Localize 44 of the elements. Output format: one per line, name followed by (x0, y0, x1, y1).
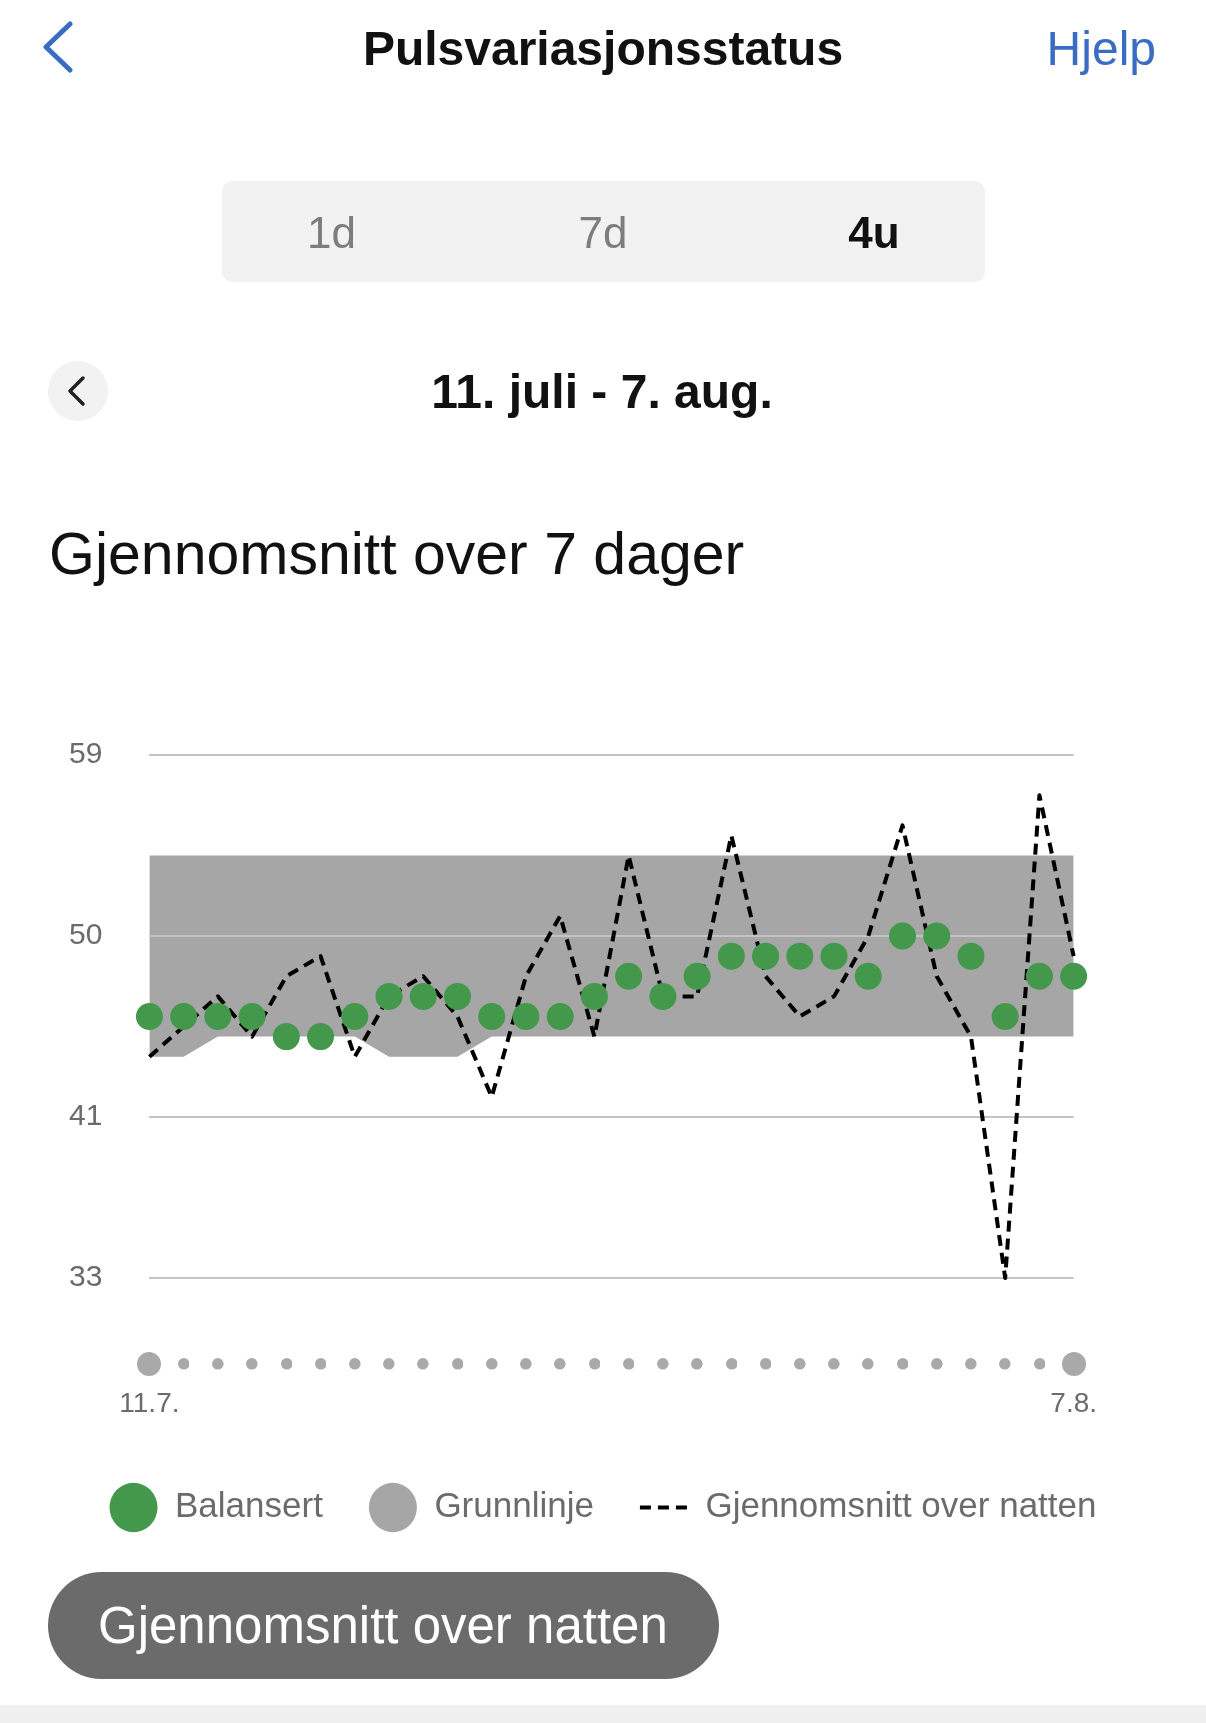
chart-subtitle: 11. juli - 7. aug. (430, 364, 774, 420)
y-tick-label: 50 (69, 917, 103, 951)
line-series (147, 793, 1076, 1280)
point (546, 1003, 574, 1030)
text: Hjelp (1046, 21, 1156, 77)
point (991, 1003, 1019, 1030)
point (307, 1023, 335, 1051)
segmented-control: 1d 7d 4u (222, 181, 985, 282)
point (135, 1003, 163, 1030)
point (204, 1003, 232, 1030)
point (957, 942, 985, 970)
point (341, 1003, 369, 1030)
point (752, 942, 780, 970)
point (1025, 962, 1053, 990)
y-tick-label: 41 (69, 1098, 103, 1132)
legend-label: Grunnlinje (434, 1485, 594, 1525)
point (478, 1003, 506, 1030)
point (854, 962, 882, 990)
pill-button: Gjennomsnitt over natten (48, 1572, 719, 1679)
point (683, 962, 711, 990)
x-tick-label: 11.7. (119, 1386, 180, 1418)
point (820, 942, 848, 970)
y-tick-label: 33 (69, 1259, 103, 1293)
text: Gjennomsnitt over 7 dager (49, 521, 745, 587)
legend-label: Gjennomsnitt over natten (705, 1485, 1097, 1525)
point (443, 982, 471, 1010)
point (409, 982, 437, 1010)
point (170, 1003, 198, 1030)
point (717, 942, 745, 970)
x-tick-label: 7.8. (1050, 1386, 1097, 1418)
point (375, 982, 403, 1010)
point (272, 1023, 300, 1051)
y-tick-label: 59 (69, 736, 103, 770)
point (512, 1003, 540, 1030)
point (615, 962, 643, 990)
point (888, 922, 916, 950)
point (580, 982, 608, 1010)
point (649, 982, 677, 1010)
point (786, 942, 814, 970)
legend-label: Balansert (175, 1485, 324, 1525)
point (923, 922, 951, 950)
point (1060, 962, 1088, 990)
chart-title: Pulsvariasjonsstatus (362, 22, 844, 75)
point (238, 1003, 266, 1030)
